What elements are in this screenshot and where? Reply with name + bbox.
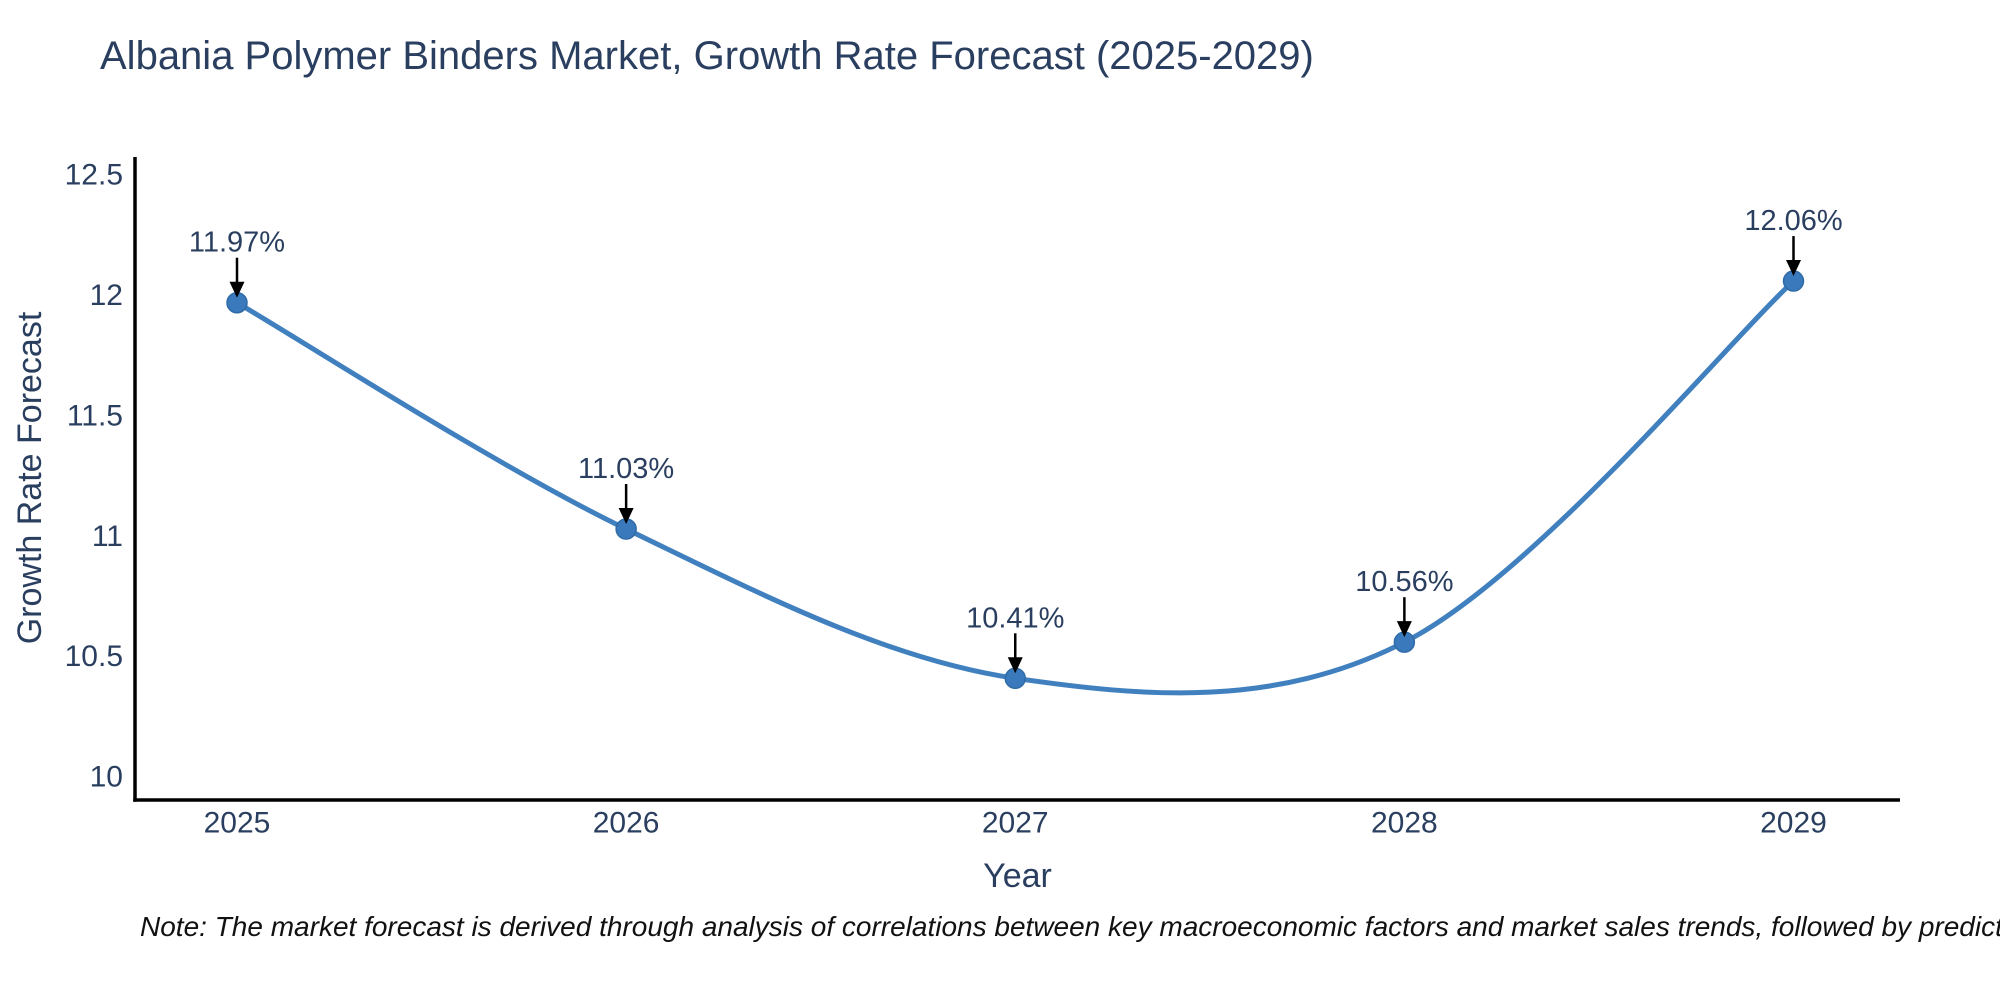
data-point-label: 11.03% [578,453,674,485]
annotation-arrowhead-icon [618,508,634,525]
chart-footnote: Note: The market forecast is derived thr… [140,911,2000,942]
annotation-arrowhead-icon [1007,657,1023,674]
data-point-label: 10.41% [966,602,1064,634]
data-point-label: 12.06% [1744,205,1842,237]
y-tick-label: 10 [90,761,123,794]
x-tick-label: 2028 [1371,807,1438,840]
y-tick-label: 11.5 [67,399,123,432]
y-tick-label: 12 [90,279,123,312]
chart-title: Albania Polymer Binders Market, Growth R… [100,34,1314,78]
x-tick-label: 2026 [593,807,660,840]
data-point-label: 11.97% [189,227,285,259]
y-tick-label: 12.5 [65,159,123,192]
x-tick-label: 2029 [1760,807,1827,840]
annotation-arrowhead-icon [1786,260,1801,277]
x-tick-label: 2027 [982,807,1049,840]
data-point-label: 10.56% [1355,566,1453,598]
x-tick-label: 2025 [204,807,271,840]
y-tick-label: 10.5 [65,640,123,673]
x-axis-title: Year [983,857,1052,895]
annotation-arrowhead-icon [1396,621,1412,638]
y-tick-label: 11 [92,520,123,553]
annotation-arrowhead-icon [229,281,245,298]
y-axis-title: Growth Rate Forecast [11,311,49,644]
